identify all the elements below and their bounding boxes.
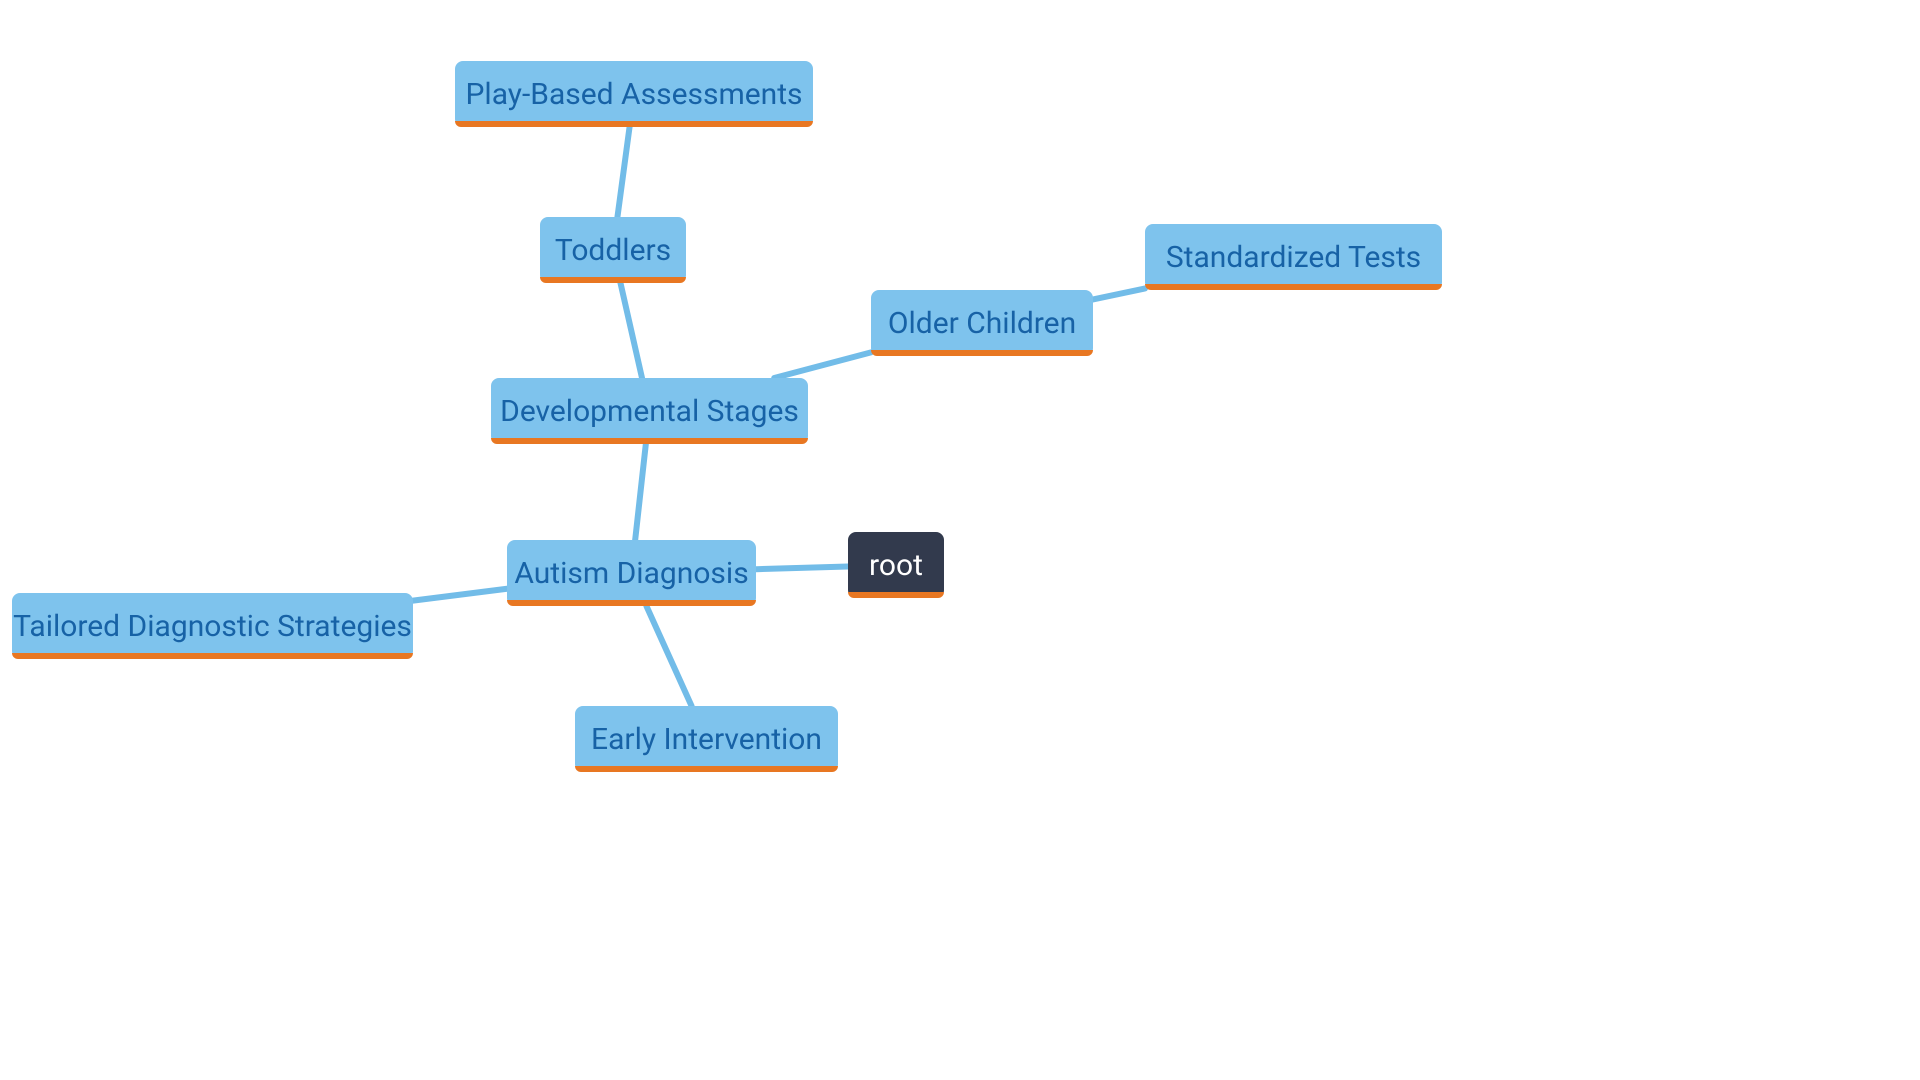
node-toddlers: Toddlers	[540, 217, 686, 283]
node-root: root	[848, 532, 944, 598]
node-underline	[12, 653, 413, 659]
edge	[635, 444, 646, 540]
node-underline	[455, 121, 813, 127]
node-label: Developmental Stages	[500, 394, 799, 429]
edge	[1093, 288, 1145, 299]
node-early: Early Intervention	[575, 706, 838, 772]
node-dev: Developmental Stages	[491, 378, 808, 444]
node-play: Play-Based Assessments	[455, 61, 813, 127]
edges-layer	[0, 0, 1920, 1080]
node-label: Standardized Tests	[1166, 240, 1421, 275]
edge	[413, 589, 507, 601]
node-std: Standardized Tests	[1145, 224, 1442, 290]
node-label: root	[869, 548, 923, 583]
node-label: Toddlers	[555, 233, 671, 268]
node-underline	[540, 277, 686, 283]
node-underline	[507, 600, 756, 606]
node-label: Older Children	[888, 306, 1076, 341]
node-underline	[575, 766, 838, 772]
edge	[756, 566, 848, 569]
edge	[620, 283, 642, 378]
node-underline	[491, 438, 808, 444]
node-older: Older Children	[871, 290, 1093, 356]
node-tailored: Tailored Diagnostic Strategies	[12, 593, 413, 659]
edge	[774, 352, 871, 378]
node-label: Early Intervention	[591, 722, 822, 757]
node-underline	[1145, 284, 1442, 290]
node-underline	[848, 592, 944, 598]
node-autism: Autism Diagnosis	[507, 540, 756, 606]
node-label: Autism Diagnosis	[514, 556, 748, 591]
node-label: Play-Based Assessments	[465, 77, 802, 112]
node-underline	[871, 350, 1093, 356]
edge	[617, 127, 629, 217]
diagram-canvas: Play-Based Assessments Toddlers Standardiz…	[0, 0, 1920, 1080]
edge	[646, 606, 691, 706]
node-label: Tailored Diagnostic Strategies	[13, 609, 412, 644]
